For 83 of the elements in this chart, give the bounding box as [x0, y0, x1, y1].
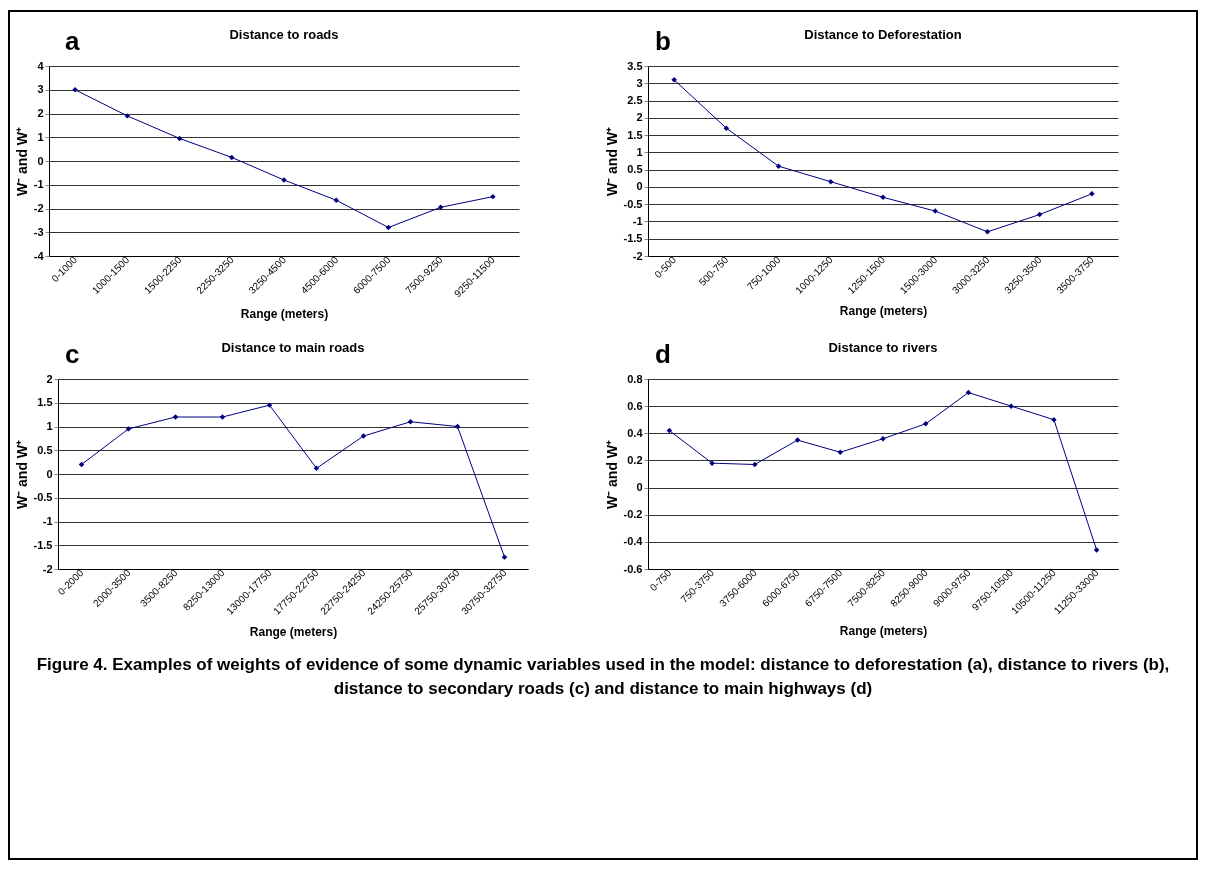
x-axis-title: Range (meters): [249, 624, 338, 639]
point: [922, 421, 929, 427]
y-tick-label: -1: [42, 515, 53, 527]
y-tick-label: 0: [37, 154, 44, 167]
y-axis-title: W⁻ and W⁺: [603, 439, 620, 510]
x-axis-title: Range (meters): [240, 307, 329, 322]
point: [880, 194, 886, 201]
point: [794, 437, 801, 443]
y-tick-label: -1.5: [623, 232, 643, 245]
y-tick-label: 2.5: [627, 94, 643, 107]
point: [932, 208, 938, 214]
point: [266, 402, 273, 408]
y-tick-label: 4: [37, 59, 45, 72]
point: [828, 178, 834, 185]
text: d: [655, 339, 671, 370]
y-tick-label: -1: [632, 214, 643, 227]
y-tick-label: -0.5: [33, 491, 53, 504]
y-tick-label: 0: [636, 481, 643, 494]
x-axis-title: Range (meters): [839, 303, 928, 318]
y-tick-label: 0.5: [627, 163, 643, 176]
y-tick-label: -1.5: [33, 538, 53, 551]
y-tick-label: 2: [46, 372, 53, 385]
caption: Figure 4. Examples of weights of evidence of some dynamic variables used in the model: distance to deforestation (a), distance to rivers (b), distance to secondary roads (c) and distance to main highways (d): [35, 654, 1171, 700]
y-tick-label: 1: [37, 130, 44, 143]
y-tick-label: 0.6: [627, 399, 643, 412]
y-tick-label: -2: [33, 202, 44, 214]
point: [723, 125, 730, 131]
y-tick-label: 1: [46, 420, 53, 432]
point: [219, 414, 226, 420]
y-tick-label: 1.5: [37, 396, 53, 409]
y-axis-title: W⁻ and W⁺: [13, 439, 30, 510]
y-axis-title: W⁻ and W⁺: [13, 126, 30, 197]
y-tick-label: -0.2: [623, 508, 643, 521]
point: [229, 154, 235, 161]
point: [1089, 191, 1095, 197]
point: [984, 229, 991, 235]
point: [437, 204, 444, 211]
point: [172, 414, 179, 420]
y-tick-label: 3: [636, 76, 643, 89]
y-tick-label: 0: [636, 180, 643, 193]
y-tick-label: -3: [33, 225, 44, 238]
point: [752, 461, 758, 468]
y-tick-label: -2: [42, 562, 53, 575]
point: [671, 77, 677, 83]
y-tick-label: -0.6: [623, 562, 643, 575]
point: [124, 113, 131, 119]
y-tick-label: 3.5: [627, 59, 643, 72]
point: [125, 426, 132, 432]
point: [880, 435, 886, 442]
point: [501, 554, 508, 560]
point: [1008, 403, 1014, 409]
y-tick-label: -4: [33, 249, 45, 262]
y-axis-title: W⁻ and W⁺: [603, 126, 620, 197]
text: a: [65, 26, 80, 57]
y-tick-label: 3: [37, 83, 44, 96]
point: [837, 449, 844, 456]
y-tick-label: 0: [46, 467, 53, 480]
point: [333, 197, 339, 203]
y-tick-label: -0.5: [623, 197, 643, 210]
text: c: [65, 339, 80, 370]
point: [775, 163, 782, 169]
text: b: [655, 26, 671, 57]
y-tick-label: 0.5: [37, 443, 53, 456]
chart-title: Distance to Deforestation: [804, 27, 962, 42]
chart-title: Distance to rivers: [828, 340, 938, 355]
chart-title: Distance to roads: [229, 27, 339, 42]
y-tick-label: 1.5: [627, 128, 643, 141]
y-tick-label: 0.2: [627, 453, 643, 466]
point: [490, 193, 496, 200]
point: [360, 433, 367, 439]
chart-title: Distance to main roads: [221, 340, 365, 355]
y-tick-label: 1: [636, 145, 643, 158]
y-tick-label: 2: [636, 111, 643, 124]
y-tick-label: 0.8: [627, 372, 643, 385]
y-tick-label: -0.4: [623, 535, 644, 548]
y-tick-label: 2: [37, 107, 44, 119]
y-tick-label: -2: [632, 249, 643, 262]
point: [1093, 547, 1100, 553]
y-tick-label: 0.4: [627, 426, 644, 439]
y-tick-label: -1: [33, 178, 44, 191]
point: [1051, 416, 1057, 423]
point: [72, 87, 78, 93]
x-axis-title: Range (meters): [839, 624, 928, 639]
